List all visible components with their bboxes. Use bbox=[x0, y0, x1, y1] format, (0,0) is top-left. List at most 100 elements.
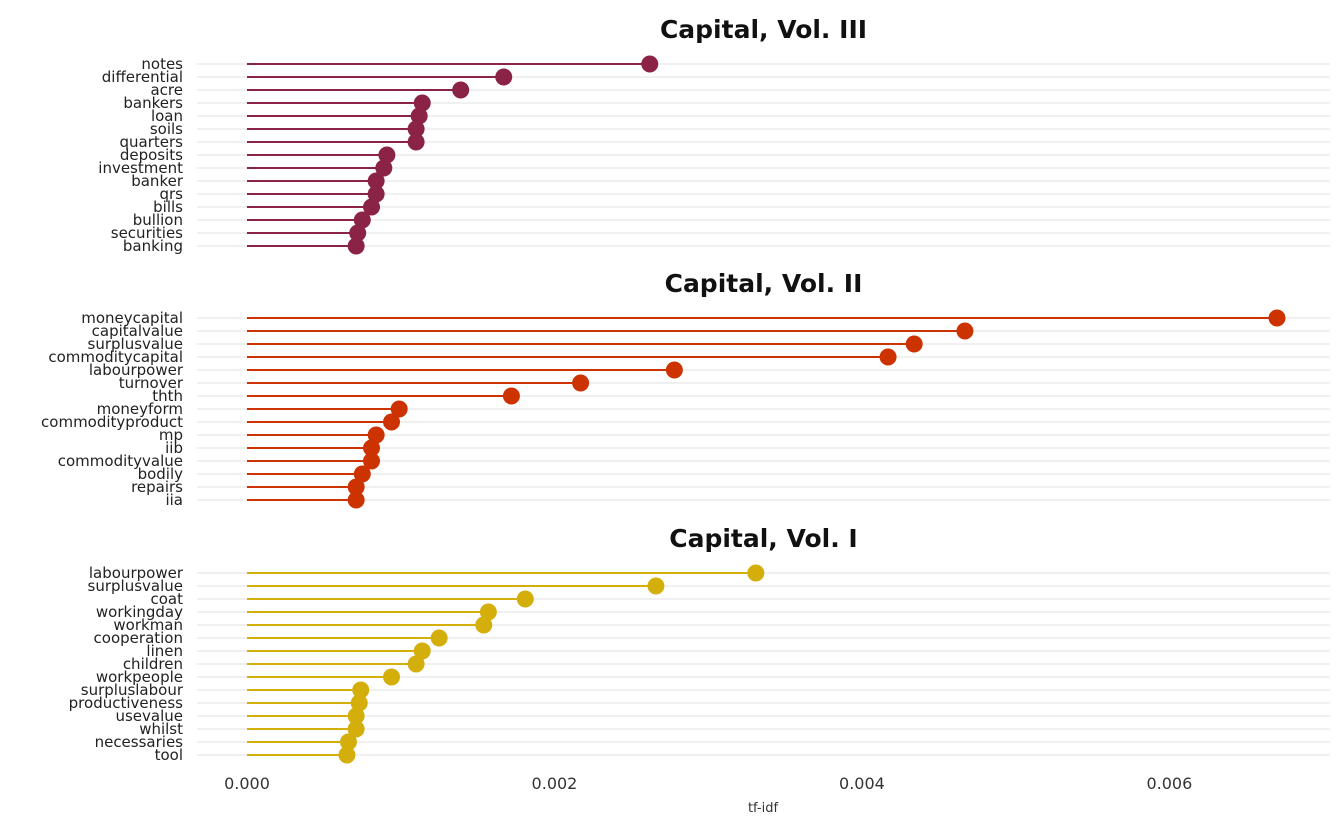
lollipop-point bbox=[363, 452, 381, 470]
term-label: workman bbox=[113, 616, 183, 634]
lollipop-point bbox=[367, 172, 385, 190]
term-label: investment bbox=[98, 159, 183, 177]
term-label: labourpower bbox=[89, 564, 184, 582]
lollipop-point bbox=[905, 335, 923, 353]
lollipop-point bbox=[572, 374, 590, 392]
term-label: linen bbox=[146, 642, 183, 660]
term-label: capitalvalue bbox=[92, 322, 183, 340]
term-label: workingday bbox=[96, 603, 183, 621]
term-label: bodily bbox=[138, 465, 184, 483]
lollipop-point bbox=[516, 590, 534, 608]
lollipop-point bbox=[647, 577, 665, 595]
lollipop-point bbox=[347, 478, 365, 496]
term-label: moneycapital bbox=[81, 309, 183, 327]
lollipop-point bbox=[347, 720, 365, 738]
panel-1: Capital, Vol. IIInotesdifferentialacreba… bbox=[98, 15, 1330, 255]
panel-2: Capital, Vol. II moneycapitalcapitalvalue… bbox=[41, 269, 1330, 509]
lollipop-point bbox=[479, 603, 497, 621]
lollipop-point bbox=[430, 629, 448, 647]
lollipop-point bbox=[347, 491, 365, 509]
lollipop-point bbox=[1268, 309, 1286, 327]
lollipop-point bbox=[367, 185, 385, 203]
lollipop-point bbox=[502, 387, 520, 405]
term-label: whilst bbox=[139, 720, 183, 738]
term-label: quarters bbox=[120, 133, 184, 151]
lollipop-point bbox=[879, 348, 897, 366]
lollipop-point bbox=[352, 681, 370, 699]
x-tick-label: 0.006 bbox=[1146, 774, 1192, 793]
lollipop-point bbox=[338, 746, 356, 764]
term-label: bankers bbox=[123, 94, 183, 112]
lollipop-point bbox=[407, 120, 425, 138]
lollipop-point bbox=[375, 159, 393, 177]
x-tick-label: 0.000 bbox=[224, 774, 270, 793]
lollipop-point bbox=[495, 68, 513, 86]
lollipop-point bbox=[413, 642, 431, 660]
term-label: surplusvalue bbox=[88, 577, 183, 595]
lollipop-point bbox=[353, 465, 371, 483]
x-axis-title: tf-idf bbox=[748, 801, 779, 816]
term-label: acre bbox=[150, 81, 183, 99]
lollipop-point bbox=[363, 439, 381, 457]
lollipop-point bbox=[956, 322, 974, 340]
term-label: differential bbox=[102, 68, 183, 86]
lollipop-point bbox=[347, 707, 365, 725]
term-label: productiveness bbox=[69, 694, 184, 712]
lollipop-point bbox=[407, 655, 425, 673]
lollipop-point bbox=[363, 198, 381, 216]
term-label: children bbox=[123, 655, 183, 673]
term-label: thth bbox=[152, 387, 183, 405]
term-label: commodityproduct bbox=[41, 413, 183, 431]
panel-title: Capital, Vol. I bbox=[669, 524, 858, 553]
lollipop-point bbox=[383, 668, 401, 686]
term-label: workpeople bbox=[96, 668, 183, 686]
term-label: labourpower bbox=[89, 361, 184, 379]
term-label: bills bbox=[153, 198, 183, 216]
panel-3: Capital, Vol. Ilabourpowersurplusvalueco… bbox=[69, 524, 1330, 764]
x-tick-label: 0.004 bbox=[839, 774, 885, 793]
term-label: bullion bbox=[133, 211, 183, 229]
term-label: usevalue bbox=[115, 707, 183, 725]
lollipop-point bbox=[339, 733, 357, 751]
term-label: turnover bbox=[119, 374, 184, 392]
panel-title: Capital, Vol. III bbox=[660, 15, 867, 44]
term-label: iia bbox=[165, 491, 183, 509]
lollipop-point bbox=[349, 224, 367, 242]
term-label: banker bbox=[131, 172, 184, 190]
term-label: banking bbox=[123, 237, 183, 255]
term-label: notes bbox=[141, 55, 183, 73]
term-label: moneyform bbox=[97, 400, 183, 418]
x-tick-label: 0.002 bbox=[532, 774, 578, 793]
lollipop-point bbox=[353, 211, 371, 229]
term-label: iib bbox=[165, 439, 183, 457]
term-label: mp bbox=[159, 426, 183, 444]
lollipop-point bbox=[452, 81, 470, 99]
term-label: necessaries bbox=[95, 733, 184, 751]
term-label: surpluslabour bbox=[81, 681, 184, 699]
lollipop-point bbox=[747, 564, 765, 582]
term-label: securities bbox=[111, 224, 183, 242]
lollipop-point bbox=[475, 616, 493, 634]
term-label: coat bbox=[151, 590, 184, 608]
lollipop-point bbox=[350, 694, 368, 712]
term-label: soils bbox=[150, 120, 183, 138]
lollipop-point bbox=[413, 94, 431, 112]
lollipop-point bbox=[407, 133, 425, 151]
term-label: commoditycapital bbox=[48, 348, 183, 366]
lollipop-point bbox=[378, 146, 396, 164]
lollipop-point bbox=[410, 107, 428, 125]
term-label: cooperation bbox=[94, 629, 183, 647]
term-label: qrs bbox=[159, 185, 183, 203]
lollipop-point bbox=[383, 413, 401, 431]
lollipop-point bbox=[641, 55, 659, 73]
panel-title: Capital, Vol. II bbox=[665, 269, 863, 298]
term-label: repairs bbox=[131, 478, 183, 496]
lollipop-point bbox=[390, 400, 408, 418]
lollipop-point bbox=[347, 237, 365, 255]
lollipop-point bbox=[367, 426, 385, 444]
lollipop-point bbox=[665, 361, 683, 379]
term-label: tool bbox=[155, 746, 183, 764]
term-label: surplusvalue bbox=[88, 335, 183, 353]
